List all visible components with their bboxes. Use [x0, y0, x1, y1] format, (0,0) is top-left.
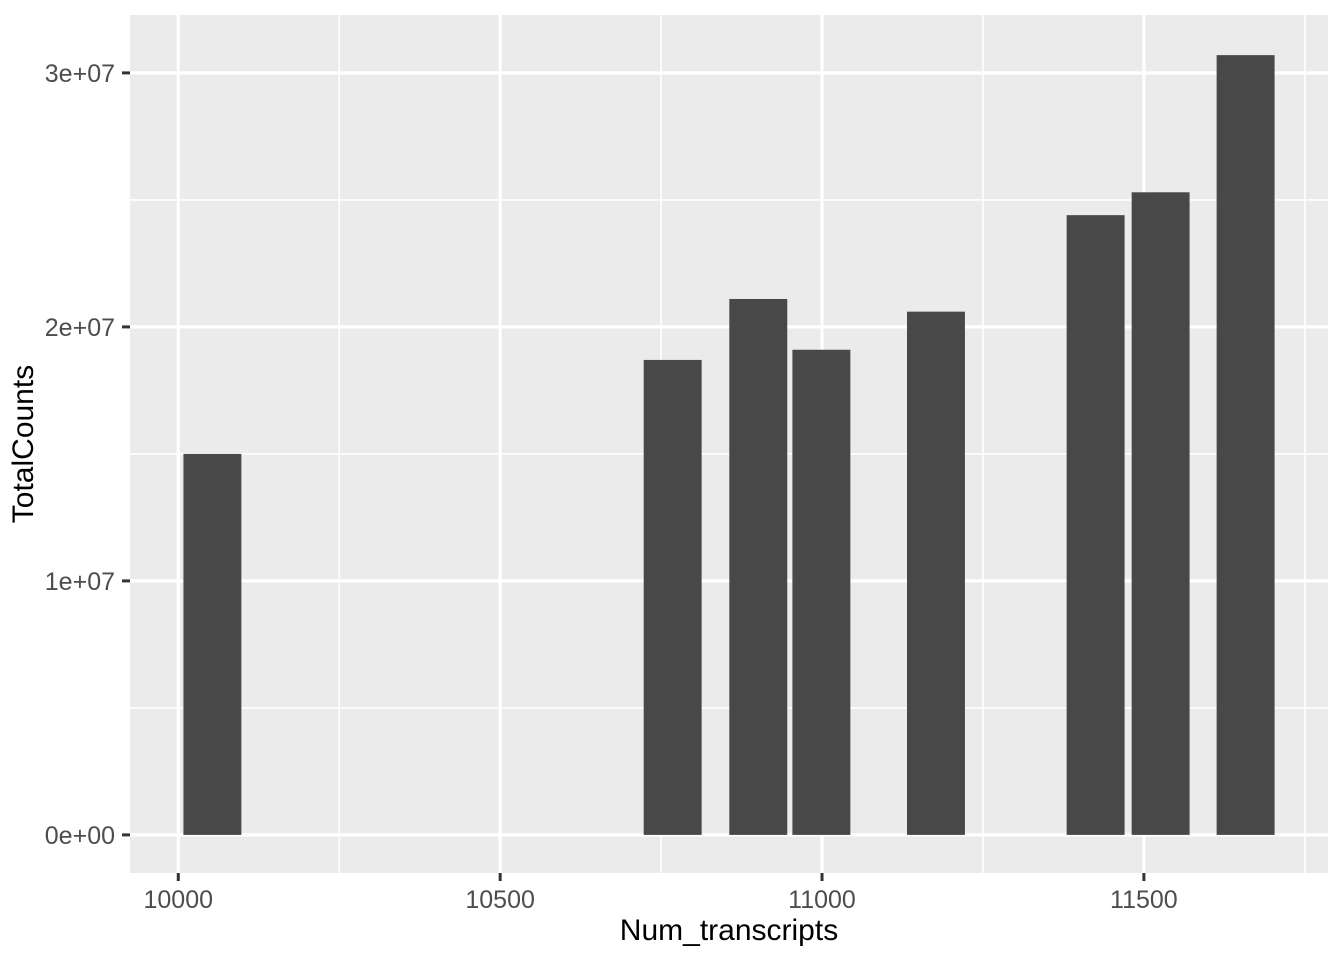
y-tick-label: 1e+07	[45, 568, 115, 596]
bar	[183, 453, 242, 835]
bar	[1216, 55, 1275, 835]
bar	[906, 311, 965, 835]
bar	[729, 298, 788, 835]
x-tick-label: 11500	[1110, 886, 1178, 914]
y-tick-label: 0e+00	[45, 822, 115, 850]
plot-panel	[130, 15, 1328, 873]
x-tick-label: 10500	[465, 886, 535, 914]
bar	[643, 359, 702, 835]
bar	[1131, 192, 1190, 835]
bar	[1066, 215, 1125, 835]
x-axis-title: Num_transcripts	[620, 914, 838, 947]
y-axis-title: TotalCounts	[7, 365, 40, 523]
y-tick-label: 2e+07	[45, 314, 115, 342]
x-tick-label: 10000	[144, 886, 214, 914]
x-tick-label: 11000	[788, 886, 856, 914]
bar	[792, 349, 851, 835]
y-tick-label: 3e+07	[45, 60, 115, 88]
chart-layers: 10000 10500 11000 11500 0e+00 1e+07 2e+07 3e+07	[45, 15, 1328, 914]
